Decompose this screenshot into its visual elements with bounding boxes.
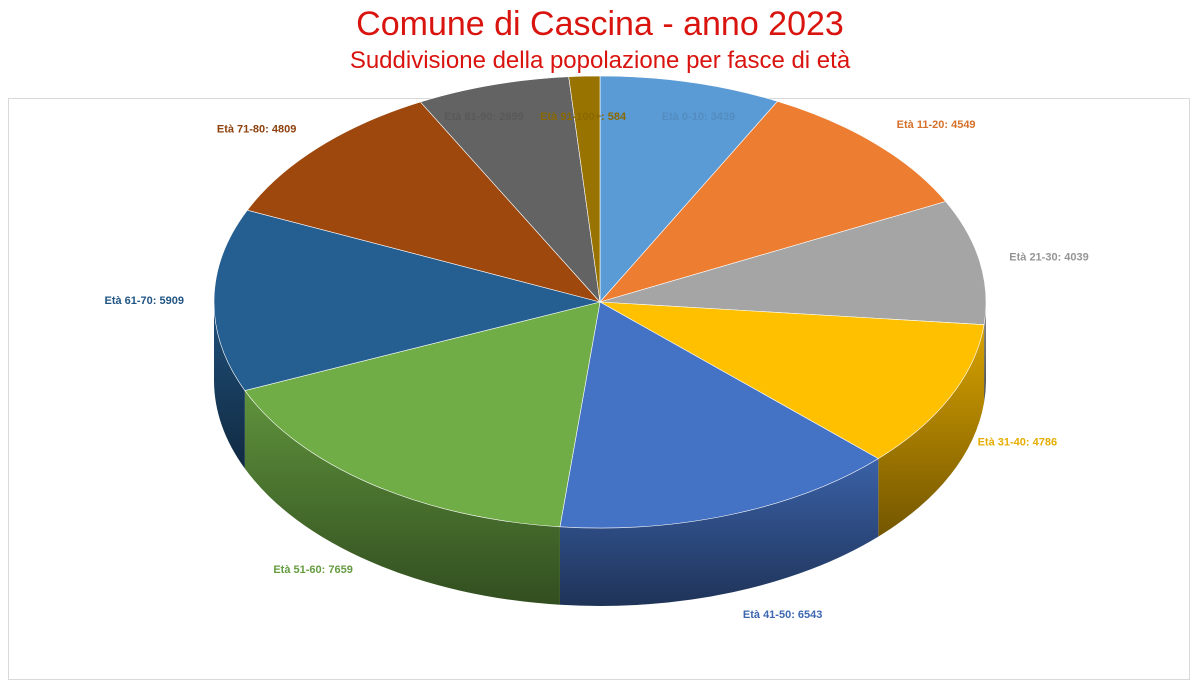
data-label-value: 4039 bbox=[1064, 251, 1088, 263]
pie-side-6 bbox=[244, 390, 560, 605]
data-label-value: 4809 bbox=[272, 123, 296, 135]
data-label-9: Età 81-90: 2899 bbox=[444, 111, 524, 123]
data-label-value: 4549 bbox=[951, 119, 975, 131]
pie-slice-9 bbox=[419, 76, 601, 303]
pie-slice-7 bbox=[213, 209, 601, 391]
data-label-category: Età 11-20: bbox=[897, 119, 951, 131]
data-label-6: Età 51-60: 7659 bbox=[273, 564, 353, 576]
data-label-4: Età 31-40: 4786 bbox=[978, 436, 1058, 448]
data-label-value: 6543 bbox=[798, 609, 822, 621]
data-label-3: Età 21-30: 4039 bbox=[1009, 251, 1089, 263]
pie-slice-8 bbox=[246, 101, 601, 303]
data-label-category: Età 61-70: bbox=[104, 295, 159, 307]
data-label-value: 5909 bbox=[160, 295, 184, 307]
pie-side-5 bbox=[559, 458, 879, 606]
data-label-7: Età 61-70: 5909 bbox=[104, 295, 184, 307]
pie-slice-1 bbox=[599, 75, 779, 303]
data-label-category: Età 51-60: bbox=[273, 564, 328, 576]
data-label-value: 4786 bbox=[1033, 436, 1057, 448]
data-label-8: Età 71-80: 4809 bbox=[217, 123, 297, 135]
pie-side-3 bbox=[984, 302, 986, 403]
data-label-value: 3439 bbox=[711, 111, 735, 123]
data-label-category: Età 71-80: bbox=[217, 123, 272, 135]
pie-side-7 bbox=[214, 302, 245, 469]
data-label-value: 584 bbox=[608, 111, 627, 123]
pie-slice-3 bbox=[599, 201, 987, 325]
data-label-category: Età 21-30: bbox=[1009, 251, 1064, 263]
data-label-category: Età 31-40: bbox=[978, 436, 1033, 448]
pie-side-4 bbox=[878, 324, 985, 537]
data-label-category: Età 0-10: bbox=[662, 111, 711, 123]
data-label-10: Età 91-100+: 584 bbox=[540, 111, 627, 123]
chart-title: Comune di Cascina - anno 2023 bbox=[356, 5, 844, 43]
data-label-5: Età 41-50: 6543 bbox=[743, 609, 823, 621]
data-label-2: Età 11-20: 4549 bbox=[897, 119, 976, 131]
pie-slice-4 bbox=[599, 301, 985, 459]
pie-slice-2 bbox=[599, 100, 947, 303]
pie-slice-5 bbox=[559, 301, 879, 529]
data-label-category: Età 81-90: bbox=[444, 111, 499, 123]
data-label-value: 7659 bbox=[328, 564, 352, 576]
data-label-category: Età 41-50: bbox=[743, 609, 798, 621]
data-label-category: Età 91-100+: bbox=[540, 111, 608, 123]
chart-subtitle: Suddivisione della popolazione per fasce… bbox=[349, 47, 851, 74]
pie-slice-10 bbox=[568, 75, 601, 303]
pie-slice-6 bbox=[244, 301, 601, 528]
data-label-value: 2899 bbox=[499, 111, 523, 123]
data-label-1: Età 0-10: 3439 bbox=[662, 111, 735, 123]
